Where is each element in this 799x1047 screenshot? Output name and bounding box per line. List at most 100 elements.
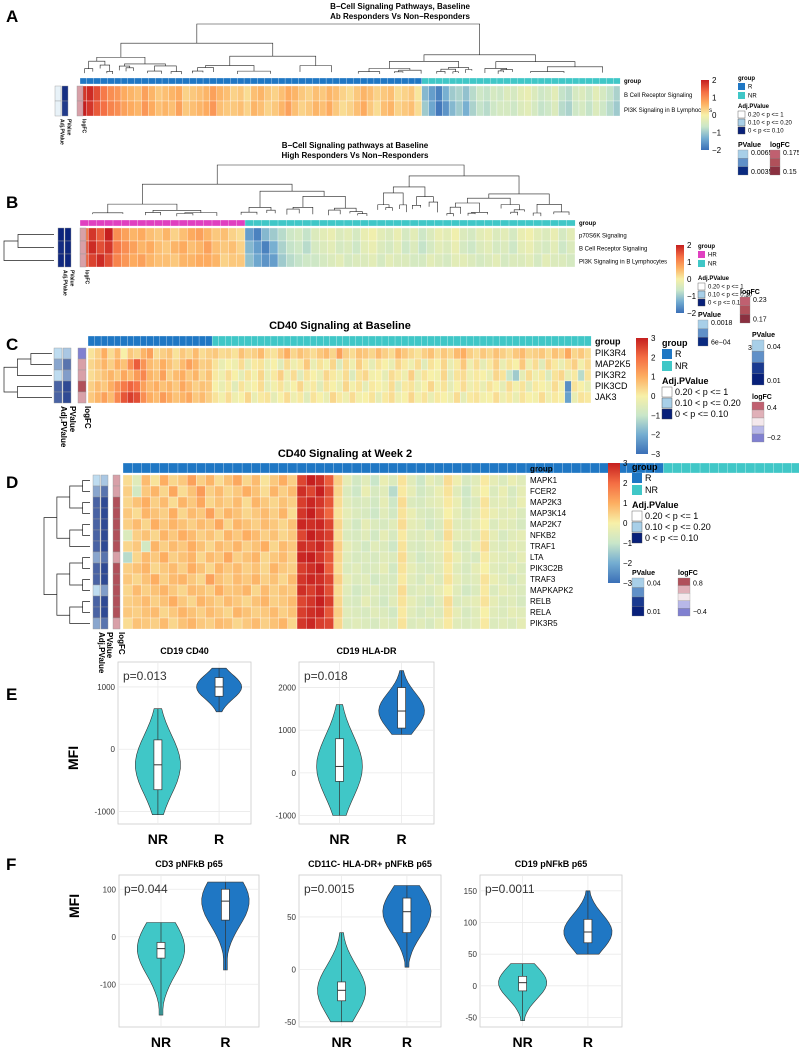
heatmap-cell: [480, 474, 490, 487]
legend-logfc-a-tick: 0.15: [783, 169, 797, 176]
heatmap-cell: [96, 253, 105, 268]
heatmap-cell: [381, 358, 389, 371]
heatmap-cell: [448, 85, 457, 102]
heatmap-cell: [379, 518, 389, 531]
heatmap-cell: [296, 595, 307, 608]
violin-x-label: R: [220, 1034, 230, 1047]
heatmap-cell: [551, 85, 559, 102]
heatmap-cell: [196, 584, 206, 597]
heatmap-cell: [483, 85, 491, 102]
heatmap-cell: [112, 227, 122, 242]
heatmap-cell: [355, 369, 363, 382]
heatmap-cell: [462, 85, 470, 102]
group-bar-cell-NR: [489, 77, 498, 85]
heatmap-cell: [260, 529, 270, 542]
heatmap-cell: [370, 573, 380, 586]
panel-a-dendrogram-branch: [368, 68, 411, 72]
color-scale-tick: 3: [651, 334, 656, 343]
group-bar-cell-NR: [368, 219, 378, 227]
heatmap-cell: [394, 85, 402, 102]
heatmap-cell: [434, 474, 444, 487]
heatmap-cell: [351, 595, 362, 608]
heatmap-cell: [406, 507, 417, 520]
violin-x-label: R: [214, 831, 224, 847]
heatmap-cell: [393, 253, 402, 268]
group-bar-cell-NR: [566, 219, 576, 227]
row-label: PIK3CD: [595, 381, 628, 391]
heatmap-cell: [476, 100, 484, 117]
heatmap-cell: [241, 474, 252, 487]
heatmap-cell: [196, 573, 206, 586]
heatmap-cell: [440, 391, 448, 404]
heatmap-cell: [179, 380, 187, 393]
heatmap-cell: [381, 391, 389, 404]
heatmap-cell: [452, 529, 463, 542]
heatmap-cell: [517, 240, 526, 255]
heatmap-cell: [388, 562, 398, 575]
heatmap-cell: [141, 573, 151, 586]
heatmap-cell: [388, 551, 398, 564]
heatmap-cell: [368, 253, 378, 268]
heatmap-cell: [434, 573, 444, 586]
heatmap-cell: [566, 253, 576, 268]
heatmap-cell: [129, 227, 138, 242]
legend-adj-swatch: [661, 386, 673, 398]
heatmap-cell: [218, 380, 226, 393]
heatmap-cell: [425, 529, 435, 542]
heatmap-cell: [551, 391, 559, 404]
annotation-adj-pvalue: [92, 551, 101, 564]
group-bar-cell-R: [172, 335, 180, 347]
heatmap-cell: [264, 391, 272, 404]
heatmap-cell: [335, 227, 345, 242]
legend-logfc-a-title: logFC: [770, 142, 790, 149]
group-bar-cell-NR: [578, 77, 587, 85]
heatmap-cell: [613, 85, 621, 102]
heatmap-cell: [168, 540, 179, 553]
heatmap-cell: [388, 584, 398, 597]
heatmap-cell: [241, 595, 252, 608]
heatmap-cell: [260, 595, 270, 608]
group-bar-cell-NR: [709, 462, 719, 474]
heatmap-cell: [414, 369, 422, 382]
heatmap-cell: [225, 347, 232, 360]
heatmap-cell: [443, 518, 453, 531]
group-bar-cell-NR: [476, 77, 484, 85]
panel-b-dendrogram-branch: [392, 186, 426, 197]
heatmap-cell: [196, 474, 206, 487]
group-bar-cell-R: [214, 462, 225, 474]
heatmap-cell: [336, 380, 343, 393]
legend-logfc-c-swatch: [751, 433, 765, 443]
heatmap-cell: [498, 540, 508, 553]
heatmap-cell: [366, 85, 375, 102]
group-bar-cell-NR: [492, 335, 500, 347]
heatmap-cell: [473, 358, 481, 371]
heatmap-cell: [196, 595, 206, 608]
heatmap-cell: [470, 507, 481, 520]
heatmap-cell: [469, 85, 477, 102]
group-bar-cell-R: [516, 462, 527, 474]
group-bar-cell-R: [148, 77, 156, 85]
group-bar-cell-HR: [236, 219, 246, 227]
heatmap-cell: [264, 85, 272, 102]
heatmap-cell: [196, 529, 206, 542]
legend-adj-title: Adj.PValue: [738, 104, 770, 110]
heatmap-cell: [148, 100, 156, 117]
heatmap-cell: [452, 551, 463, 564]
heatmap-cell: [223, 507, 234, 520]
panel-b-dendrogram-branch: [455, 202, 480, 213]
legend-group-label: R: [645, 473, 652, 483]
heatmap-cell: [333, 573, 343, 586]
heatmap-cell: [564, 391, 572, 404]
group-bar-cell-R: [287, 462, 298, 474]
heatmap-cell: [499, 380, 507, 393]
panel-b-dendrogram-branch: [176, 213, 194, 217]
heatmap-cell: [447, 380, 454, 393]
heatmap-cell: [346, 85, 354, 102]
group-bar-cell-R: [333, 462, 344, 474]
heatmap-cell: [459, 253, 468, 268]
heatmap-cell: [592, 100, 600, 117]
heatmap-cell: [324, 507, 334, 520]
color-scale-bar: [701, 80, 709, 150]
heatmap-cell: [368, 380, 376, 393]
group-bar-cell-NR: [745, 462, 756, 474]
